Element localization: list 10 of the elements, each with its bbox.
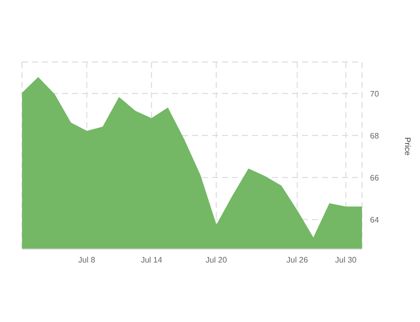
y-axis-title: Price	[403, 137, 412, 156]
x-tick-label: Jul 30	[335, 256, 358, 265]
y-tick-label: 70	[370, 89, 380, 98]
y-tick-label: 68	[370, 131, 380, 140]
x-tick-label: Jul 14	[140, 256, 163, 265]
x-tick-label: Jul 20	[206, 256, 228, 265]
y-tick-label: 66	[370, 173, 380, 182]
y-tick-label: 64	[370, 215, 380, 224]
x-tick-label: Jul 8	[78, 256, 96, 265]
x-tick-label: Jul 26	[286, 256, 308, 265]
